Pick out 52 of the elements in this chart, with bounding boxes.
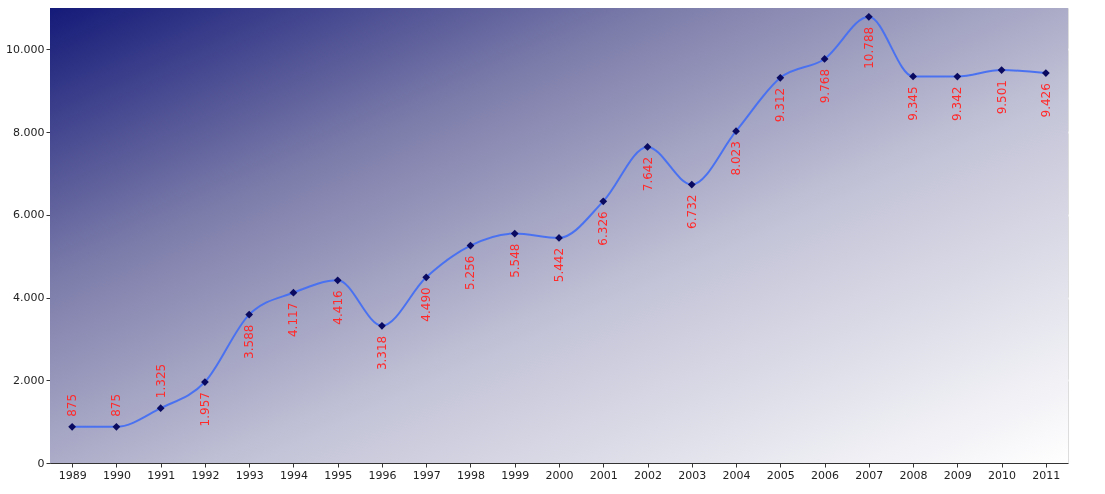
x-tick-label: 2000 [545, 468, 574, 482]
text: 4.416 [330, 290, 345, 325]
x-tick-label: 2001 [589, 468, 618, 482]
x-tick-label: 2002 [634, 468, 663, 482]
text: 875 [65, 393, 80, 417]
x-tick-label: 1991 [147, 468, 176, 482]
text: 9.768 [817, 68, 832, 104]
text: 1.325 [153, 363, 168, 399]
x-tick-label: 2004 [722, 468, 751, 482]
y-tick-label: 6.000 [13, 208, 45, 222]
text: 8.023 [729, 141, 744, 176]
x-tick-label: 1994 [279, 468, 308, 482]
x-tick-label: 2003 [678, 468, 707, 482]
x-tick-label: 1999 [501, 468, 530, 482]
text: 3.318 [374, 335, 389, 371]
text: 9.342 [950, 86, 965, 121]
x-tick-label: 2009 [943, 468, 972, 482]
text: 4.117 [286, 302, 301, 338]
text: 3.588 [242, 324, 257, 359]
text: 1.957 [197, 392, 212, 427]
x-tick-label: 2011 [1032, 468, 1061, 482]
text: 7.642 [640, 156, 655, 192]
y-tick-label: 0 [37, 456, 45, 470]
text: 4.490 [419, 287, 434, 322]
text: 5.548 [507, 243, 522, 278]
x-tick-label: 2010 [988, 468, 1017, 482]
x-tick-label: 1992 [191, 468, 220, 482]
x-tick-label: 1993 [235, 468, 264, 482]
x-tick-label: 1997 [412, 468, 441, 482]
x-tick-label: 1990 [102, 468, 131, 482]
y-tick-label: 4.000 [13, 291, 45, 305]
y-tick-label: 8.000 [13, 125, 45, 139]
text: 5.442 [552, 247, 566, 283]
x-tick-label: 1996 [368, 468, 397, 482]
text: 875 [109, 393, 124, 417]
text: 5.256 [463, 255, 478, 290]
text: 9.501 [994, 80, 1009, 115]
x-tick-label: 2005 [766, 468, 795, 482]
x-tick-label: 2007 [855, 468, 884, 482]
x-tick-label: 1995 [324, 468, 353, 482]
text: 6.326 [596, 211, 611, 246]
x-tick-label: 2006 [811, 468, 840, 482]
x-tick-label: 2008 [899, 468, 928, 482]
text: 9.345 [906, 86, 921, 121]
text: 9.312 [773, 87, 788, 123]
text: 10.788 [861, 26, 876, 69]
text: 6.732 [684, 194, 699, 229]
y-tick-label: 10.000 [6, 42, 45, 56]
x-tick-label: 1989 [58, 468, 87, 482]
x-tick-label: 1998 [456, 468, 485, 482]
y-tick-label: 2.000 [13, 373, 45, 387]
text: 9.426 [1038, 83, 1053, 118]
